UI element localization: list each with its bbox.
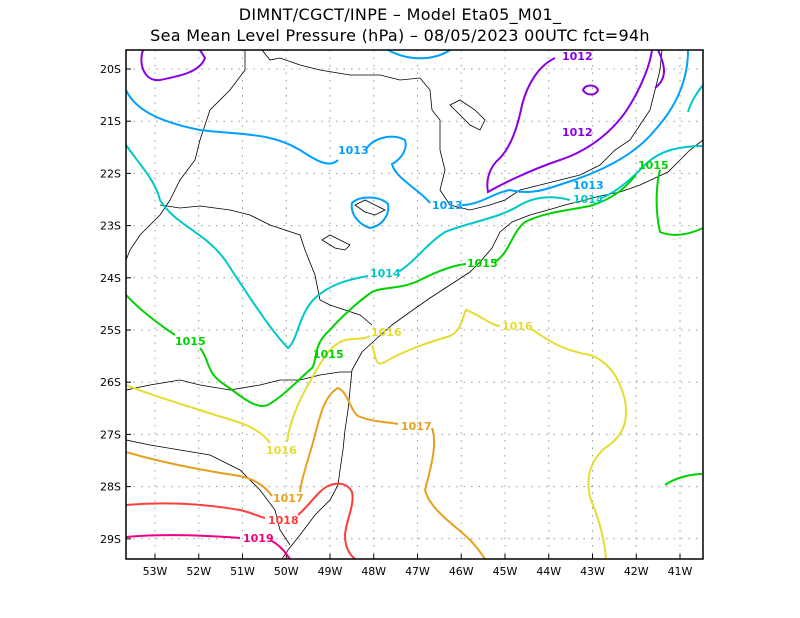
isobar-1013	[350, 196, 390, 230]
lat-label: 28S	[100, 481, 121, 494]
lon-label: 45W	[493, 565, 518, 578]
isobar-label: 1013	[338, 144, 369, 157]
lon-label: 44W	[536, 565, 561, 578]
isobar-1013	[125, 49, 689, 206]
lat-label: 29S	[100, 533, 121, 546]
lake	[321, 234, 351, 251]
state-border	[125, 371, 352, 391]
coastline-borders	[125, 49, 704, 560]
lat-label: 25S	[100, 324, 121, 337]
title-line-1: DIMNT/CGCT/INPE – Model Eta05_M01_	[238, 5, 562, 24]
isobar-label: 1014	[370, 267, 401, 280]
lon-label: 43W	[580, 565, 605, 578]
lat-label: 27S	[100, 428, 121, 441]
lat-label: 24S	[100, 272, 121, 285]
state-border	[125, 50, 246, 261]
isobar-label: 1015	[467, 257, 498, 270]
lon-label: 41W	[668, 565, 693, 578]
isobar-label: 1015	[313, 348, 344, 361]
coastline	[281, 139, 704, 560]
isobar-label: 1013	[573, 179, 604, 192]
map-frame	[125, 49, 704, 560]
isobar-1017	[125, 386, 486, 560]
isobar-label: 1014	[573, 193, 604, 206]
isobar-1012	[654, 49, 665, 89]
lon-label: 42W	[624, 565, 649, 578]
isobar-label: 1017	[401, 420, 432, 433]
state-border	[159, 204, 373, 326]
lon-label: 53W	[143, 565, 168, 578]
lat-label: 23S	[100, 220, 121, 233]
isobar-label: 1018	[268, 514, 299, 527]
lon-label: 52W	[186, 565, 211, 578]
isobar-1012	[486, 49, 653, 194]
state-border	[261, 49, 506, 211]
state-border	[504, 49, 663, 201]
isobar-label: 1012	[562, 50, 593, 63]
lon-label: 46W	[449, 565, 474, 578]
isobar-label: 1012	[562, 126, 593, 139]
lon-label: 50W	[274, 565, 299, 578]
isobar-labels: 1012 1012 1013 1013 1013 1014 1014 1015 …	[175, 50, 669, 545]
lon-label: 49W	[318, 565, 343, 578]
axis-ticks	[126, 68, 681, 559]
isobar-1012	[140, 49, 207, 82]
isobar-1019	[125, 534, 291, 560]
lake	[354, 199, 386, 216]
isobar-1015	[125, 169, 704, 407]
isobar-1014	[687, 84, 704, 113]
isobar-label: 1015	[175, 335, 206, 348]
lon-label: 51W	[230, 565, 255, 578]
isobar-1015	[664, 473, 704, 486]
latitude-labels: 20S 21S 22S 23S 24S 25S 26S 27S 28S 29S	[100, 63, 121, 546]
isobar-label: 1016	[371, 326, 402, 339]
isobar-1013	[387, 49, 451, 60]
title-line-2: Sea Mean Level Pressure (hPa) – 08/05/20…	[150, 26, 650, 45]
lon-label: 47W	[405, 565, 430, 578]
isobar-label: 1015	[638, 159, 669, 172]
lake	[449, 99, 486, 131]
lat-label: 21S	[100, 115, 121, 128]
isobar-1014	[125, 144, 704, 350]
isobar-label: 1016	[266, 444, 297, 457]
lat-label: 22S	[100, 167, 121, 180]
isobars	[125, 49, 704, 560]
isobar-1016	[125, 308, 627, 560]
lon-label: 48W	[361, 565, 386, 578]
longitude-labels: 53W 52W 51W 50W 49W 48W 47W 46W 45W 44W 43W 42W 41W	[143, 565, 693, 578]
lat-label: 20S	[100, 63, 121, 76]
lat-label: 26S	[100, 376, 121, 389]
isobar-label: 1013	[432, 199, 463, 212]
isobar-label: 1016	[502, 320, 533, 333]
state-border	[125, 439, 291, 546]
isobar-1018	[125, 482, 356, 560]
gridlines	[126, 50, 703, 559]
isobar-label: 1017	[273, 492, 304, 505]
isobar-1012	[581, 84, 600, 96]
isobar-label: 1019	[243, 532, 274, 545]
